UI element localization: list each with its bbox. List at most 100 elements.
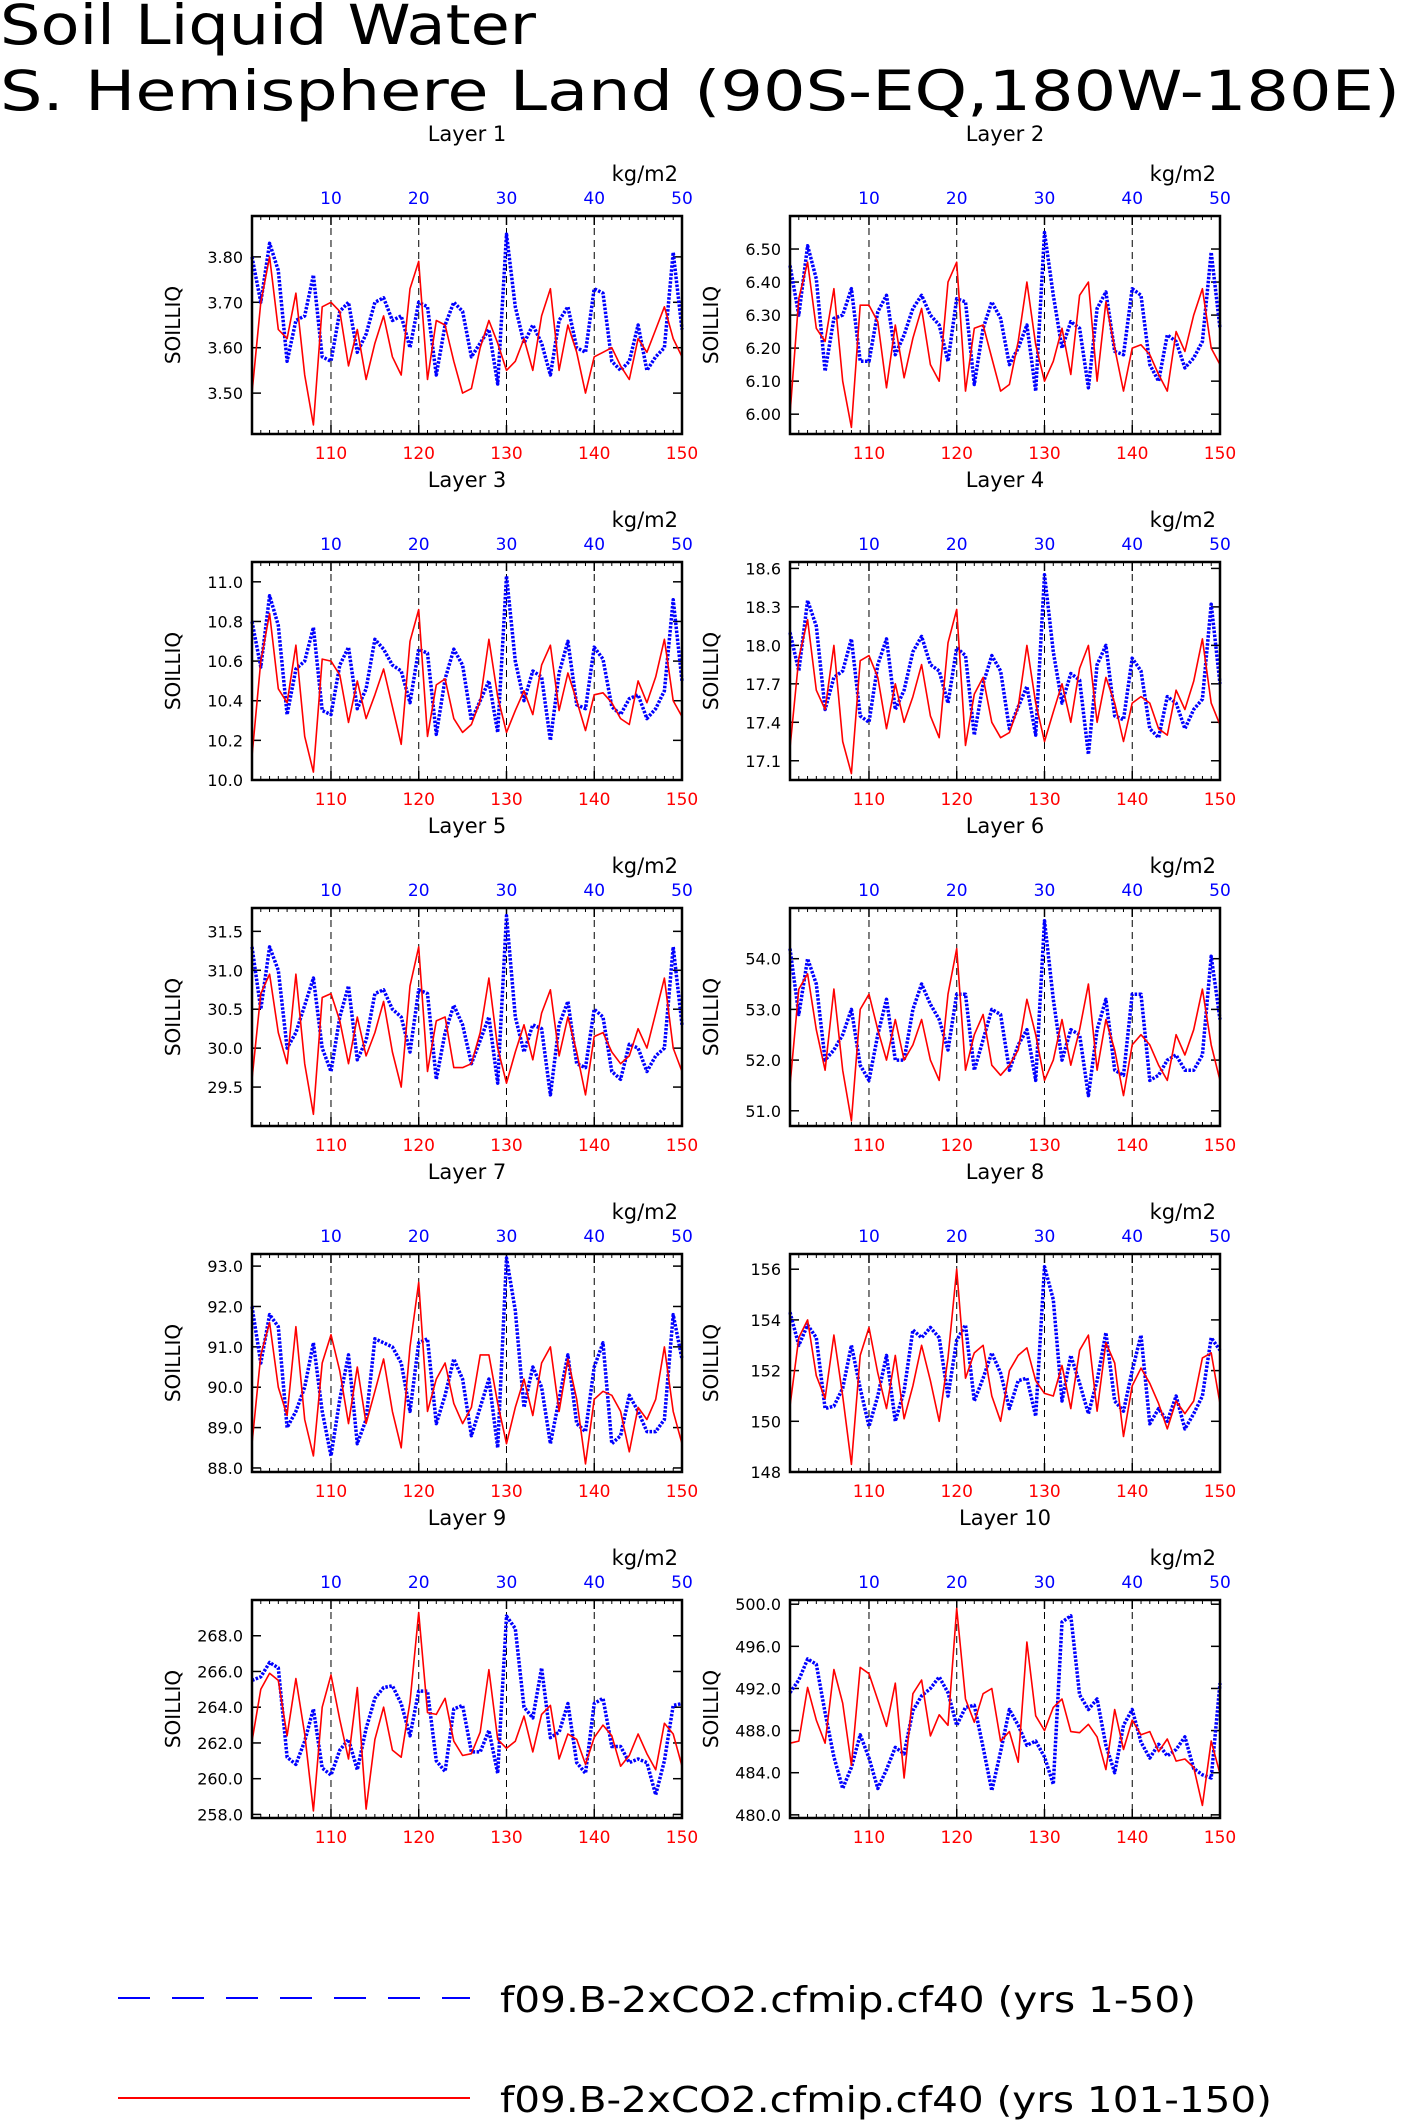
panel-units: kg/m2	[612, 162, 678, 186]
x-tick-label-top: 30	[496, 881, 518, 901]
x-tick-label-bottom: 110	[853, 1136, 885, 1156]
x-tick-label-top: 50	[671, 189, 693, 209]
y-tick-label: 52.0	[745, 1051, 781, 1070]
y-tick-label: 10.4	[207, 692, 243, 711]
figure-title-line2: S. Hemisphere Land (90S-EQ,180W-180E)	[0, 59, 1400, 123]
x-tick-label-bottom: 140	[1116, 1482, 1148, 1502]
series-line-yrs-101-150	[251, 946, 683, 1116]
panel-title: Layer 6	[966, 814, 1045, 838]
panel-ylabel: SOILLIQ	[161, 632, 185, 710]
x-tick-label-bottom: 150	[666, 1828, 698, 1848]
x-tick-label-bottom: 150	[666, 790, 698, 810]
x-tick-label-top: 20	[408, 1227, 430, 1247]
y-tick-label: 10.8	[207, 612, 243, 631]
x-tick-label-bottom: 120	[403, 1136, 435, 1156]
panel-ylabel: SOILLIQ	[699, 978, 723, 1056]
x-tick-label-top: 40	[583, 881, 605, 901]
y-tick-label: 496.0	[735, 1637, 781, 1656]
x-tick-label-top: 30	[1034, 881, 1056, 901]
x-tick-label-top: 10	[320, 535, 342, 555]
y-tick-label: 6.00	[745, 405, 781, 424]
y-tick-label: 17.7	[745, 675, 781, 694]
series-line-yrs-101-150	[789, 947, 1221, 1122]
x-tick-label-top: 40	[1121, 881, 1143, 901]
series-line-yrs-1-50	[788, 1614, 1222, 1793]
x-tick-label-top: 10	[858, 1573, 880, 1593]
panel-title: Layer 9	[428, 1506, 507, 1530]
x-tick-label-top: 50	[671, 1227, 693, 1247]
y-tick-label: 17.1	[745, 752, 781, 771]
plot-frame	[250, 214, 684, 436]
y-tick-label: 260.0	[197, 1770, 243, 1789]
panel-title: Layer 3	[428, 468, 507, 492]
x-tick-label-top: 50	[1209, 1573, 1231, 1593]
panel-units: kg/m2	[612, 1200, 678, 1224]
series-line-yrs-101-150	[789, 608, 1221, 775]
panel-title: Layer 7	[428, 1160, 507, 1184]
panel-ylabel: SOILLIQ	[699, 286, 723, 364]
x-tick-label-top: 50	[671, 881, 693, 901]
y-tick-label: 51.0	[745, 1102, 781, 1121]
plot-frame	[788, 906, 1222, 1128]
y-tick-label: 488.0	[735, 1722, 781, 1741]
x-tick-label-bottom: 140	[578, 790, 610, 810]
y-tick-label: 10.0	[207, 771, 243, 790]
y-tick-label: 152	[750, 1362, 781, 1381]
panel-layer-9: Layer 9 kg/m2 SOILLIQ 110 120 130 140 150 10 20 30…	[161, 1506, 698, 1848]
x-tick-label-bottom: 140	[1116, 444, 1148, 464]
plot-frame	[788, 1252, 1222, 1474]
legend: f09.B-2xCO2.cfmip.cf40 (yrs 1-50) f09.B-…	[118, 1980, 1272, 2120]
y-tick-label: 150	[750, 1412, 781, 1431]
x-tick-label-top: 40	[583, 535, 605, 555]
x-tick-label-top: 30	[496, 1573, 518, 1593]
y-tick-label: 3.70	[207, 293, 243, 312]
x-tick-label-top: 20	[408, 1573, 430, 1593]
legend-label-a: f09.B-2xCO2.cfmip.cf40 (yrs 1-50)	[500, 1980, 1196, 2021]
y-tick-label: 30.5	[207, 1000, 243, 1019]
x-tick-label-top: 20	[946, 881, 968, 901]
y-tick-label: 268.0	[197, 1627, 243, 1646]
x-tick-label-top: 40	[1121, 535, 1143, 555]
x-tick-label-top: 40	[583, 189, 605, 209]
x-tick-label-top: 40	[583, 1573, 605, 1593]
y-tick-label: 6.50	[745, 240, 781, 259]
y-tick-label: 492.0	[735, 1679, 781, 1698]
x-tick-label-bottom: 140	[1116, 790, 1148, 810]
series-line-yrs-1-50	[788, 1264, 1222, 1431]
x-tick-label-top: 20	[408, 881, 430, 901]
legend-label-b: f09.B-2xCO2.cfmip.cf40 (yrs 101-150)	[500, 2080, 1272, 2120]
panel-ylabel: SOILLIQ	[699, 1324, 723, 1402]
x-tick-label-bottom: 110	[315, 444, 347, 464]
panel-units: kg/m2	[612, 508, 678, 532]
x-tick-label-top: 30	[1034, 189, 1056, 209]
x-tick-label-top: 10	[320, 1573, 342, 1593]
plot-frame	[250, 1598, 684, 1820]
y-tick-label: 10.6	[207, 652, 243, 671]
x-tick-label-bottom: 140	[578, 1136, 610, 1156]
x-tick-label-top: 10	[320, 881, 342, 901]
panel-units: kg/m2	[612, 1546, 678, 1570]
x-tick-label-bottom: 130	[490, 444, 522, 464]
y-tick-label: 17.4	[745, 713, 781, 732]
y-tick-label: 31.5	[207, 922, 243, 941]
panel-ylabel: SOILLIQ	[161, 1324, 185, 1402]
plot-frame	[250, 560, 684, 782]
y-tick-label: 88.0	[207, 1459, 243, 1478]
y-tick-label: 18.3	[745, 598, 781, 617]
panel-title: Layer 2	[966, 122, 1045, 146]
plot-frame	[250, 1252, 684, 1474]
y-tick-label: 3.80	[207, 248, 243, 267]
x-tick-label-bottom: 110	[315, 1136, 347, 1156]
panel-layer-2: Layer 2 kg/m2 SOILLIQ 110 120 130 140 150 10 20 30…	[699, 122, 1236, 464]
x-tick-label-bottom: 130	[1028, 1828, 1060, 1848]
y-tick-label: 93.0	[207, 1257, 243, 1276]
series-line-yrs-101-150	[789, 261, 1221, 429]
panel-title: Layer 5	[428, 814, 507, 838]
x-tick-label-bottom: 150	[666, 444, 698, 464]
panel-title: Layer 4	[966, 468, 1045, 492]
panel-layer-1: Layer 1 kg/m2 SOILLIQ 110 120 130 140 150 10 20 30…	[161, 122, 698, 464]
x-tick-label-top: 40	[583, 1227, 605, 1247]
x-tick-label-bottom: 150	[1204, 1828, 1236, 1848]
x-tick-label-bottom: 140	[578, 1828, 610, 1848]
x-tick-label-bottom: 110	[853, 1482, 885, 1502]
